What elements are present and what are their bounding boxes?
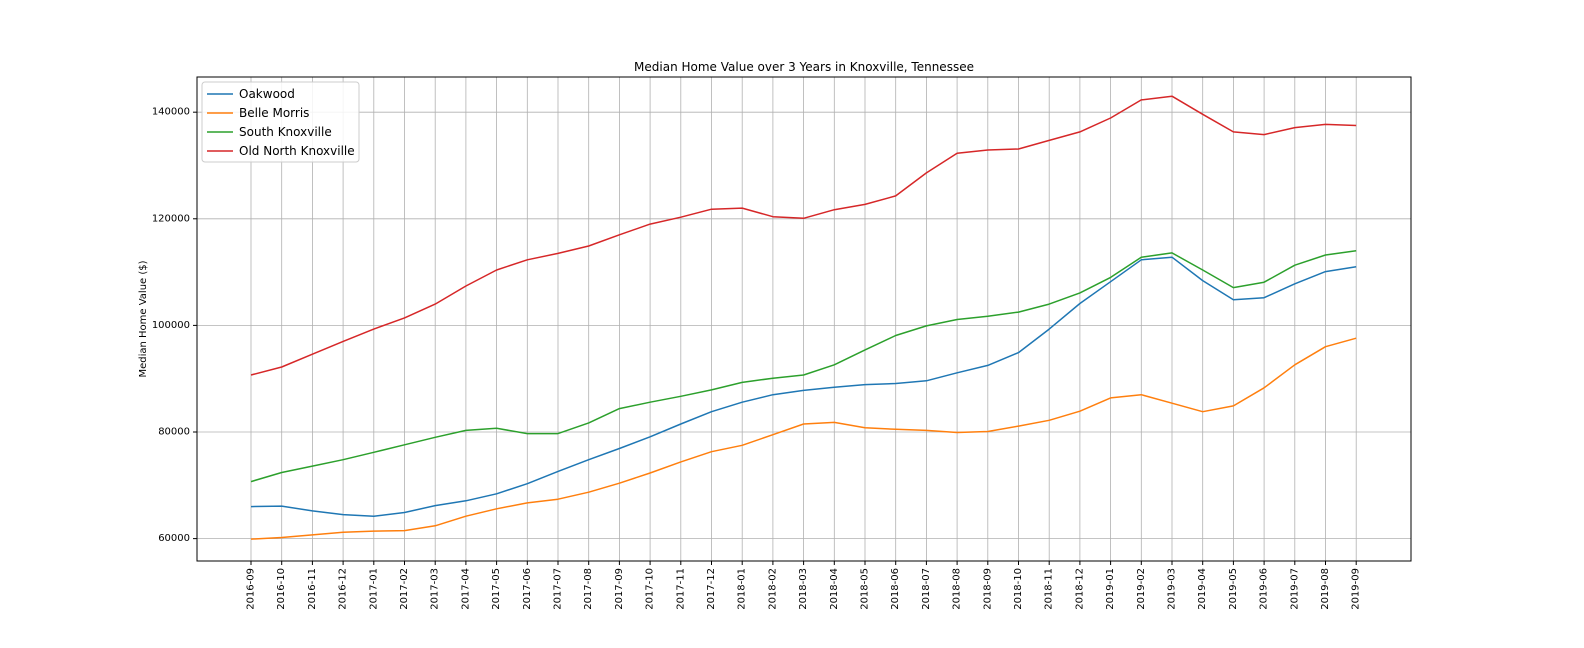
x-tick-label: 2017-09 — [614, 568, 625, 610]
series-line-oakwood — [250, 256, 1357, 517]
y-axis: 60000 80000 100000 120000 140000 — [152, 107, 197, 544]
x-tick-label: 2017-10 — [645, 568, 656, 610]
series-line-south-knoxville — [250, 250, 1357, 483]
x-tick-label: 2018-10 — [1013, 568, 1024, 610]
x-tick-label: 2019-09 — [1351, 568, 1362, 610]
legend-label-oakwood: Oakwood — [239, 87, 295, 101]
series-lines — [250, 95, 1357, 540]
legend: Oakwood Belle Morris South Knoxville Old No… — [201, 81, 360, 163]
x-tick-label: 2018-03 — [798, 568, 809, 610]
x-tick-label: 2019-01 — [1105, 568, 1116, 610]
x-tick-label: 2017-03 — [430, 568, 441, 610]
x-tick-label: 2018-08 — [952, 568, 963, 610]
x-tick-label: 2017-06 — [522, 568, 533, 610]
x-tick-label: 2018-04 — [829, 568, 840, 610]
x-tick-label: 2018-11 — [1044, 568, 1055, 610]
x-tick-label: 2017-02 — [399, 568, 410, 610]
legend-box — [201, 81, 360, 163]
x-tick-label: 2017-08 — [583, 568, 594, 610]
series-line-belle-morris — [250, 337, 1357, 540]
x-tick-label: 2019-06 — [1259, 568, 1270, 610]
y-tick-label: 120000 — [152, 213, 190, 224]
x-tick-label: 2018-06 — [890, 568, 901, 610]
x-tick-label: 2017-07 — [553, 568, 564, 610]
x-tick-label: 2016-12 — [338, 568, 349, 610]
x-tick-label: 2019-07 — [1289, 568, 1300, 610]
x-axis: 2016-09 2016-10 2016-11 2016-12 2017-01 2017-… — [246, 561, 1362, 610]
series-line-old-north-knoxville — [250, 95, 1357, 376]
y-tick-label: 60000 — [158, 533, 190, 544]
chart-title: Median Home Value over 3 Years in Knoxvi… — [634, 60, 974, 74]
x-tick-label: 2017-04 — [460, 568, 471, 610]
x-tick-label: 2019-05 — [1228, 568, 1239, 610]
legend-label-old-north-knoxville: Old North Knoxville — [239, 144, 355, 158]
y-tick-label: 140000 — [152, 107, 190, 118]
y-tick-label: 80000 — [158, 427, 190, 438]
legend-label-south-knoxville: South Knoxville — [239, 125, 332, 139]
plot-area — [197, 77, 1411, 561]
x-tick-label: 2016-09 — [246, 568, 257, 610]
x-tick-label: 2017-01 — [368, 568, 379, 610]
x-tick-label: 2017-12 — [706, 568, 717, 610]
x-tick-label: 2017-05 — [491, 568, 502, 610]
x-tick-label: 2018-12 — [1074, 568, 1085, 610]
x-tick-label: 2018-01 — [737, 568, 748, 610]
x-tick-label: 2018-09 — [982, 568, 993, 610]
x-tick-label: 2017-11 — [675, 568, 686, 610]
x-tick-label: 2018-07 — [921, 568, 932, 610]
x-tick-label: 2016-10 — [276, 568, 287, 610]
legend-label-belle-morris: Belle Morris — [239, 106, 309, 120]
x-tick-label: 2019-04 — [1197, 568, 1208, 610]
y-tick-label: 100000 — [152, 320, 190, 331]
x-tick-label: 2019-08 — [1320, 568, 1331, 610]
x-tick-label: 2018-05 — [860, 568, 871, 610]
x-tick-label: 2019-02 — [1136, 568, 1147, 610]
x-tick-label: 2018-02 — [767, 568, 778, 610]
y-axis-label: Median Home Value ($) — [138, 260, 149, 377]
x-tick-label: 2016-11 — [307, 568, 318, 610]
x-tick-label: 2019-03 — [1167, 568, 1178, 610]
